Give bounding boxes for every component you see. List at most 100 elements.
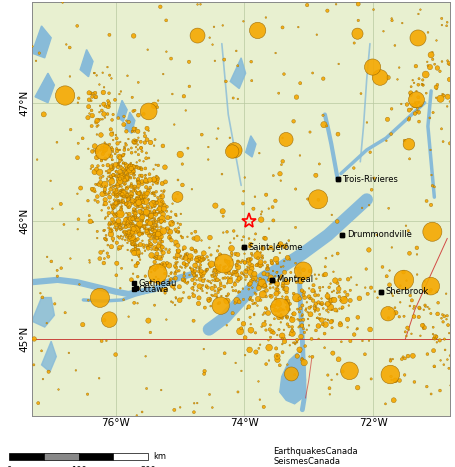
- Point: [346, 367, 353, 375]
- Point: [132, 212, 139, 219]
- Point: [155, 97, 162, 104]
- Point: [425, 28, 432, 36]
- Point: [135, 179, 142, 186]
- Point: [318, 316, 325, 324]
- Point: [200, 249, 207, 257]
- Point: [44, 253, 51, 261]
- Point: [146, 225, 153, 233]
- Point: [130, 212, 137, 220]
- Point: [89, 163, 96, 170]
- Point: [324, 316, 332, 324]
- Point: [206, 278, 213, 285]
- Point: [97, 248, 104, 256]
- Point: [296, 308, 303, 316]
- Point: [128, 183, 135, 190]
- Point: [141, 195, 148, 202]
- Point: [136, 195, 143, 203]
- Point: [106, 90, 113, 97]
- Point: [174, 219, 182, 227]
- Point: [94, 193, 101, 200]
- Point: [263, 305, 270, 312]
- Point: [118, 186, 126, 194]
- Point: [92, 93, 100, 101]
- Point: [173, 268, 180, 275]
- Point: [96, 81, 103, 88]
- Point: [167, 276, 174, 284]
- Point: [384, 116, 391, 123]
- Point: [253, 248, 261, 255]
- Point: [257, 249, 264, 256]
- Point: [115, 223, 122, 231]
- Point: [143, 217, 151, 224]
- Point: [140, 210, 147, 217]
- Point: [384, 74, 392, 81]
- Point: [94, 198, 101, 205]
- Point: [113, 182, 120, 190]
- Point: [227, 262, 234, 269]
- Point: [127, 220, 134, 227]
- Point: [153, 172, 160, 180]
- Point: [319, 321, 326, 328]
- Point: [176, 297, 183, 304]
- Point: [413, 96, 420, 104]
- Point: [434, 64, 441, 72]
- Point: [248, 265, 255, 272]
- Point: [175, 228, 182, 235]
- Point: [244, 263, 251, 270]
- Point: [167, 228, 174, 235]
- Point: [276, 361, 283, 369]
- Point: [153, 219, 160, 226]
- Point: [161, 218, 168, 225]
- Point: [311, 308, 318, 315]
- Point: [136, 172, 144, 179]
- Point: [151, 214, 158, 222]
- Point: [301, 329, 308, 336]
- Point: [180, 260, 187, 267]
- Point: [202, 283, 210, 290]
- Point: [129, 215, 136, 223]
- Point: [263, 361, 270, 368]
- Point: [319, 283, 327, 291]
- Point: [151, 258, 158, 266]
- Point: [169, 90, 176, 98]
- Point: [441, 346, 449, 354]
- Point: [47, 177, 54, 184]
- Point: [133, 189, 140, 196]
- Point: [74, 154, 81, 162]
- Point: [217, 262, 224, 269]
- Point: [344, 324, 351, 331]
- Point: [228, 148, 236, 155]
- Point: [154, 270, 161, 277]
- Point: [106, 219, 113, 226]
- Point: [247, 280, 254, 287]
- Point: [257, 341, 264, 348]
- Point: [152, 223, 159, 231]
- Point: [106, 221, 113, 228]
- Point: [205, 256, 212, 264]
- Point: [251, 236, 258, 243]
- Point: [93, 165, 100, 173]
- Point: [154, 262, 162, 269]
- Point: [386, 267, 393, 274]
- Point: [217, 285, 225, 293]
- Point: [172, 301, 179, 309]
- Point: [123, 215, 131, 223]
- Point: [125, 313, 132, 320]
- Point: [359, 337, 366, 345]
- Point: [150, 201, 157, 209]
- Point: [275, 314, 283, 321]
- Point: [67, 255, 74, 262]
- Point: [409, 77, 416, 84]
- Point: [339, 297, 346, 304]
- Point: [93, 123, 101, 130]
- Point: [289, 316, 296, 323]
- Point: [117, 223, 124, 231]
- Point: [49, 205, 56, 212]
- Point: [108, 175, 115, 182]
- Point: [252, 299, 259, 307]
- Point: [84, 197, 91, 205]
- Point: [439, 90, 446, 98]
- Point: [143, 136, 151, 143]
- Point: [106, 170, 113, 177]
- Point: [163, 48, 170, 56]
